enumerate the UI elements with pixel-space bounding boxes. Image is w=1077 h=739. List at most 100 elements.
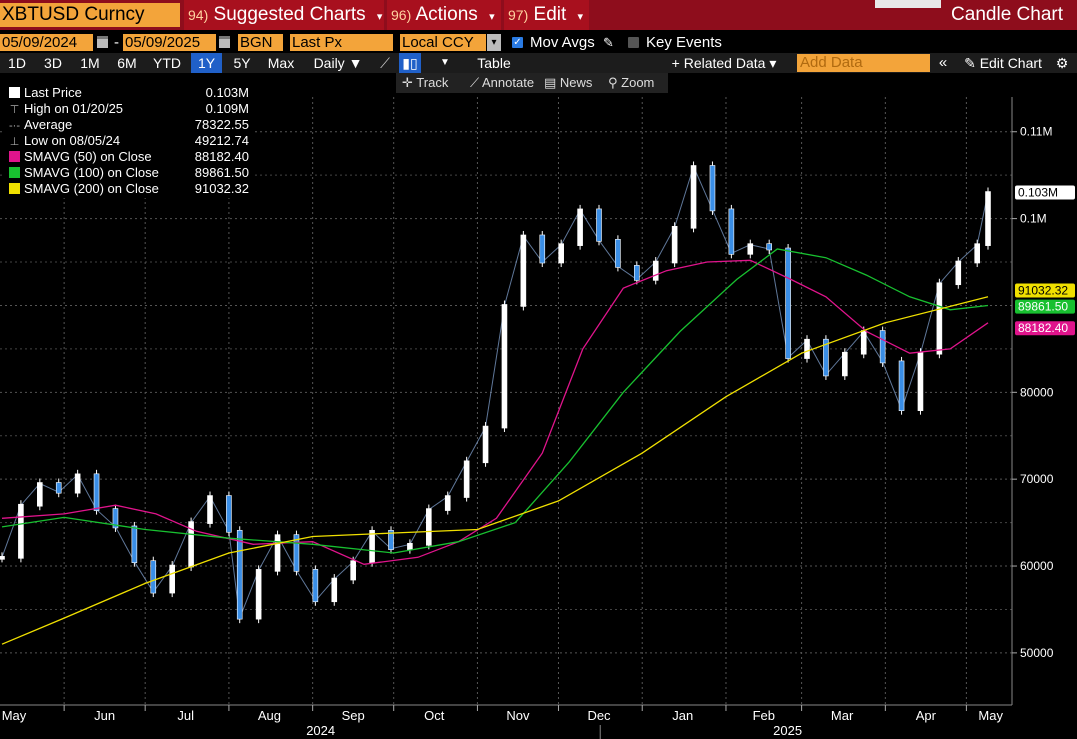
magnifier-icon: ⚲ xyxy=(608,75,618,90)
pencil-icon: ✎ xyxy=(964,55,976,71)
y-tick-label: 0.11M xyxy=(1020,125,1052,139)
period-3d[interactable]: 3D xyxy=(44,55,62,71)
legend-swatch xyxy=(9,87,20,98)
related-data-button[interactable]: + Related Data ▾ xyxy=(671,55,777,71)
value-label-box xyxy=(1015,299,1075,314)
source-field[interactable]: BGN xyxy=(238,34,283,51)
candle-body xyxy=(728,208,735,255)
x-month-label: Jan xyxy=(672,708,693,723)
candle-body xyxy=(331,577,338,603)
edit-chart-button[interactable]: ✎ Edit Chart xyxy=(957,53,1049,73)
line-chart-icon[interactable]: ⟋ xyxy=(380,55,390,71)
currency-field[interactable]: Local CCY xyxy=(400,34,486,51)
menu-number: 94) xyxy=(188,7,209,23)
value-label-text: 0.103M xyxy=(1018,186,1058,200)
legend-low[interactable]: ⊥ Low on 08/05/24 49212.74 xyxy=(5,133,249,150)
gear-icon[interactable]: ⚙ xyxy=(1055,55,1069,71)
annotate-tool[interactable]: ⟋ Annotate xyxy=(470,73,534,93)
menu-label: Actions xyxy=(415,4,478,25)
key-events-label: Key Events xyxy=(646,34,722,51)
candle-body xyxy=(293,534,300,572)
start-date-field[interactable]: 05/09/2024 xyxy=(0,34,93,51)
frequency-dropdown[interactable]: Daily ▼ xyxy=(313,55,363,71)
candle-body xyxy=(463,460,470,498)
legend-value: 78322.55 xyxy=(194,117,249,132)
x-month-label: Dec xyxy=(587,708,611,723)
edit-chart-label: Edit Chart xyxy=(979,55,1042,71)
end-date-field[interactable]: 05/09/2025 xyxy=(123,34,216,51)
menu-label: Suggested Charts xyxy=(213,4,366,25)
calendar-icon[interactable] xyxy=(219,36,230,48)
price-field[interactable]: Last Px xyxy=(290,34,393,51)
caret-down-icon: ▾ xyxy=(376,11,383,23)
legend-label: SMAVG (50) on Close xyxy=(24,149,152,164)
x-month-label: May xyxy=(978,708,1003,723)
legend-label: Last Price xyxy=(24,85,82,100)
value-label-text: 89861.50 xyxy=(1018,300,1068,314)
add-data-input[interactable]: Add Data xyxy=(797,54,930,72)
zoom-tool[interactable]: ⚲ Zoom xyxy=(608,73,654,93)
value-label-box xyxy=(1015,321,1075,336)
chart-style-dropdown-icon[interactable]: ▼ xyxy=(440,57,450,68)
news-tool[interactable]: ▤ News xyxy=(544,73,592,93)
period-1y[interactable]: 1Y xyxy=(191,53,222,73)
track-tool[interactable]: ✛ Track xyxy=(402,73,448,93)
period-6m[interactable]: 6M xyxy=(117,55,137,71)
value-label-box xyxy=(1015,283,1075,298)
candle-body xyxy=(671,225,678,264)
legend-value: 0.109M xyxy=(205,101,249,116)
legend-smavg-100[interactable]: SMAVG (100) on Close 89861.50 xyxy=(5,165,249,181)
y-tick-label: 70000 xyxy=(1020,472,1054,486)
period-toolbar: 1D 3D 1M 6M YTD 1Y 5Y Max Daily ▼ ⟋ ▮▯ ▼… xyxy=(0,53,1077,73)
menu-label: Edit xyxy=(533,4,567,25)
suggested-charts-menu[interactable]: 94) Suggested Charts ▾ xyxy=(184,0,384,30)
edit-menu[interactable]: 97) Edit ▾ xyxy=(504,0,589,30)
period-max[interactable]: Max xyxy=(267,55,295,71)
right-value-labels: 0.103M 91032.32 89861.50 88182.40 xyxy=(1015,185,1075,336)
settings-bar: 05/09/2024 - 05/09/2025 BGN Last Px Loca… xyxy=(0,32,1077,52)
candle-body xyxy=(255,569,262,620)
news-icon: ▤ xyxy=(544,75,557,90)
legend-last-price[interactable]: Last Price 0.103M xyxy=(5,85,249,101)
period-5y[interactable]: 5Y xyxy=(233,55,251,71)
news-label: News xyxy=(559,75,593,90)
y-tick-label: 50000 xyxy=(1020,646,1054,660)
collapse-icon[interactable]: « xyxy=(938,54,948,71)
key-events-checkbox[interactable] xyxy=(628,37,639,48)
legend-swatch xyxy=(9,151,20,162)
legend-smavg-200[interactable]: SMAVG (200) on Close 91032.32 xyxy=(5,181,249,197)
candle-body xyxy=(785,247,791,359)
candle-body xyxy=(388,529,394,550)
smavg-line xyxy=(1,259,989,565)
ticker-input[interactable]: XBTUSD Curncy xyxy=(0,3,180,27)
legend-average[interactable]: -·- Average 78322.55 xyxy=(5,117,249,134)
candle-body xyxy=(860,330,867,355)
legend-value: 0.103M xyxy=(205,85,249,100)
chart-series xyxy=(0,161,991,645)
candle-chart-icon[interactable]: ▮▯ xyxy=(399,53,421,73)
calendar-icon[interactable] xyxy=(97,36,108,48)
candle-body xyxy=(207,495,213,524)
legend-high[interactable]: ⊤ High on 01/20/25 0.109M xyxy=(5,101,249,118)
legend-smavg-50[interactable]: SMAVG (50) on Close 88182.40 xyxy=(5,149,249,165)
mov-avgs-checkbox[interactable]: ✓ xyxy=(512,37,523,48)
legend-swatch xyxy=(9,167,20,178)
table-button[interactable]: Table xyxy=(477,55,511,71)
period-1d[interactable]: 1D xyxy=(8,55,26,71)
x-month-label: Oct xyxy=(424,708,445,723)
candle-body xyxy=(444,495,451,511)
smavg-line xyxy=(1,296,989,645)
actions-menu[interactable]: 96) Actions ▾ xyxy=(387,0,501,30)
value-label-box xyxy=(1015,185,1075,200)
x-month-label: Sep xyxy=(342,708,365,723)
period-1m[interactable]: 1M xyxy=(80,55,100,71)
candle-body xyxy=(974,243,980,264)
currency-dropdown-icon[interactable]: ▾ xyxy=(487,34,501,51)
pencil-icon[interactable]: ✎ xyxy=(603,35,614,50)
candle-body xyxy=(274,534,281,572)
candle-body xyxy=(577,208,583,246)
window-tab[interactable] xyxy=(875,0,941,8)
x-month-label: Feb xyxy=(753,708,775,723)
period-ytd[interactable]: YTD xyxy=(153,55,181,71)
